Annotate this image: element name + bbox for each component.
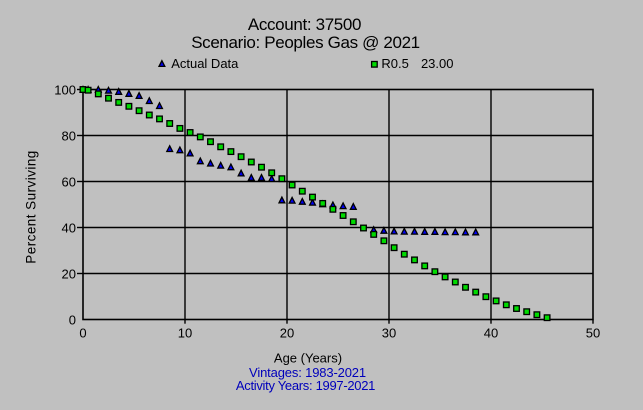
- svg-text:Account: 37500: Account: 37500: [248, 15, 361, 34]
- svg-text:100: 100: [54, 83, 76, 98]
- svg-text:Vintages: 1983-2021: Vintages: 1983-2021: [249, 365, 366, 380]
- svg-text:Activity Years: 1997-2021: Activity Years: 1997-2021: [236, 378, 375, 393]
- svg-text:20: 20: [280, 326, 294, 341]
- svg-text:Percent Surviving: Percent Surviving: [24, 150, 39, 263]
- svg-text:Age (Years): Age (Years): [274, 351, 342, 366]
- svg-text:40: 40: [62, 221, 76, 236]
- svg-text:Actual Data: Actual Data: [171, 56, 239, 71]
- svg-text:Scenario: Peoples Gas @ 2021: Scenario: Peoples Gas @ 2021: [191, 33, 420, 52]
- svg-text:60: 60: [62, 175, 76, 190]
- svg-text:10: 10: [178, 326, 192, 341]
- svg-text:23.00: 23.00: [421, 56, 454, 71]
- svg-text:40: 40: [484, 326, 498, 341]
- svg-text:80: 80: [62, 129, 76, 144]
- svg-text:30: 30: [382, 326, 396, 341]
- svg-text:0: 0: [69, 313, 76, 328]
- svg-text:R0.5: R0.5: [381, 56, 408, 71]
- svg-text:20: 20: [62, 267, 76, 282]
- svg-text:0: 0: [79, 326, 86, 341]
- svg-text:50: 50: [586, 326, 600, 341]
